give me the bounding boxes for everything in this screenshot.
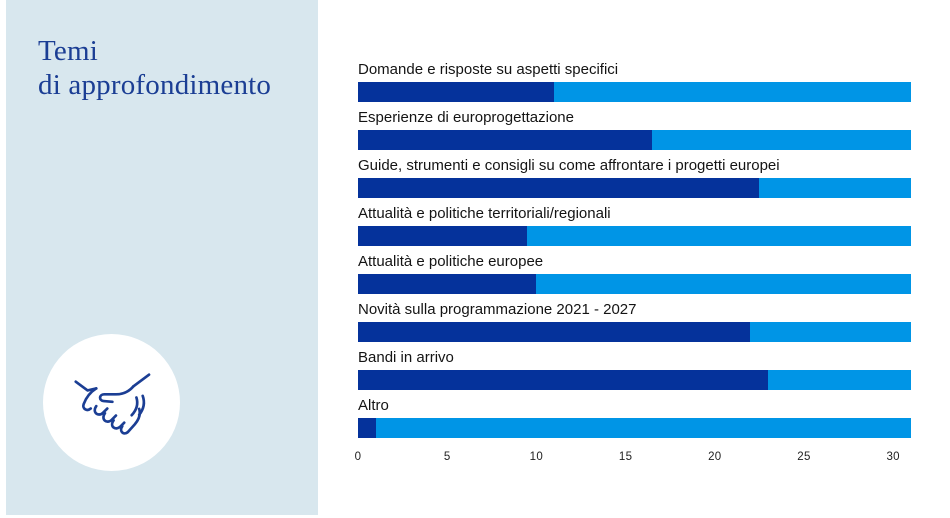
x-axis-tick-label: 10 (529, 451, 544, 463)
chart-row: Domande e risposte su aspetti specifici (358, 60, 911, 108)
chart-row: Attualità e politiche europee (358, 252, 911, 300)
chart-row: Attualità e politiche territoriali/regio… (358, 204, 911, 252)
sidebar: Temi di approfondimento (6, 0, 318, 515)
chart-row: Novità sulla programmazione 2021 - 2027 (358, 300, 911, 348)
bar-label: Domande e risposte su aspetti specifici (358, 61, 619, 78)
bar-segment-light (759, 178, 911, 198)
bar-track (358, 274, 911, 294)
x-axis-tick-label: 5 (443, 451, 451, 463)
handshake-icon (73, 372, 150, 435)
page-title: Temi di approfondimento (6, 0, 318, 102)
bar-track (358, 82, 911, 102)
chart-rows: Domande e risposte su aspetti specifici … (358, 60, 911, 444)
bar-segment-dark (358, 226, 528, 246)
bar-segment-light (554, 82, 911, 102)
bar-track (358, 130, 911, 150)
bar-track (358, 322, 911, 342)
bar-segment-light (652, 130, 911, 150)
bar-segment-dark (358, 178, 760, 198)
bar-track (358, 226, 911, 246)
x-axis-tick-label: 25 (797, 451, 811, 463)
bar-label: Esperienze di europrogettazione (358, 109, 574, 126)
bar-segment-light (768, 370, 911, 390)
chart-row: Guide, strumenti e consigli su come affr… (358, 156, 911, 204)
x-axis-tick-label: 15 (618, 451, 633, 463)
bar-label: Altro (358, 397, 389, 414)
x-axis-tick-label: 30 (886, 451, 900, 463)
bar-segment-dark (358, 82, 555, 102)
bar-segment-dark (358, 418, 376, 438)
bar-chart: Domande e risposte su aspetti specifici … (354, 60, 911, 467)
bar-segment-light (375, 418, 911, 438)
icon-badge (43, 334, 180, 471)
bar-segment-light (527, 226, 911, 246)
bar-segment-dark (358, 130, 653, 150)
bar-label: Guide, strumenti e consigli su come affr… (358, 157, 780, 174)
bar-label: Attualità e politiche europee (358, 253, 544, 270)
page-title-line1: Temi (38, 35, 98, 67)
bar-segment-dark (358, 370, 769, 390)
bar-segment-light (750, 322, 911, 342)
x-axis-tick-label: 0 (354, 451, 362, 463)
bar-segment-light (536, 274, 911, 294)
bar-segment-dark (358, 322, 751, 342)
bar-track (358, 418, 911, 438)
chart-row: Bandi in arrivo (358, 348, 911, 396)
bar-segment-dark (358, 274, 537, 294)
chart-row: Esperienze di europrogettazione (358, 108, 911, 156)
chart-row: Altro (358, 396, 911, 444)
bar-label: Attualità e politiche territoriali/regio… (358, 205, 611, 222)
page-title-line2: di approfondimento (38, 69, 272, 102)
bar-label: Novità sulla programmazione 2021 - 2027 (358, 301, 637, 318)
bar-track (358, 178, 911, 198)
bar-track (358, 370, 911, 390)
x-axis: 0 5 10 15 20 25 30 (354, 451, 911, 467)
x-axis-tick-label: 20 (708, 451, 722, 463)
bar-label: Bandi in arrivo (358, 349, 454, 366)
